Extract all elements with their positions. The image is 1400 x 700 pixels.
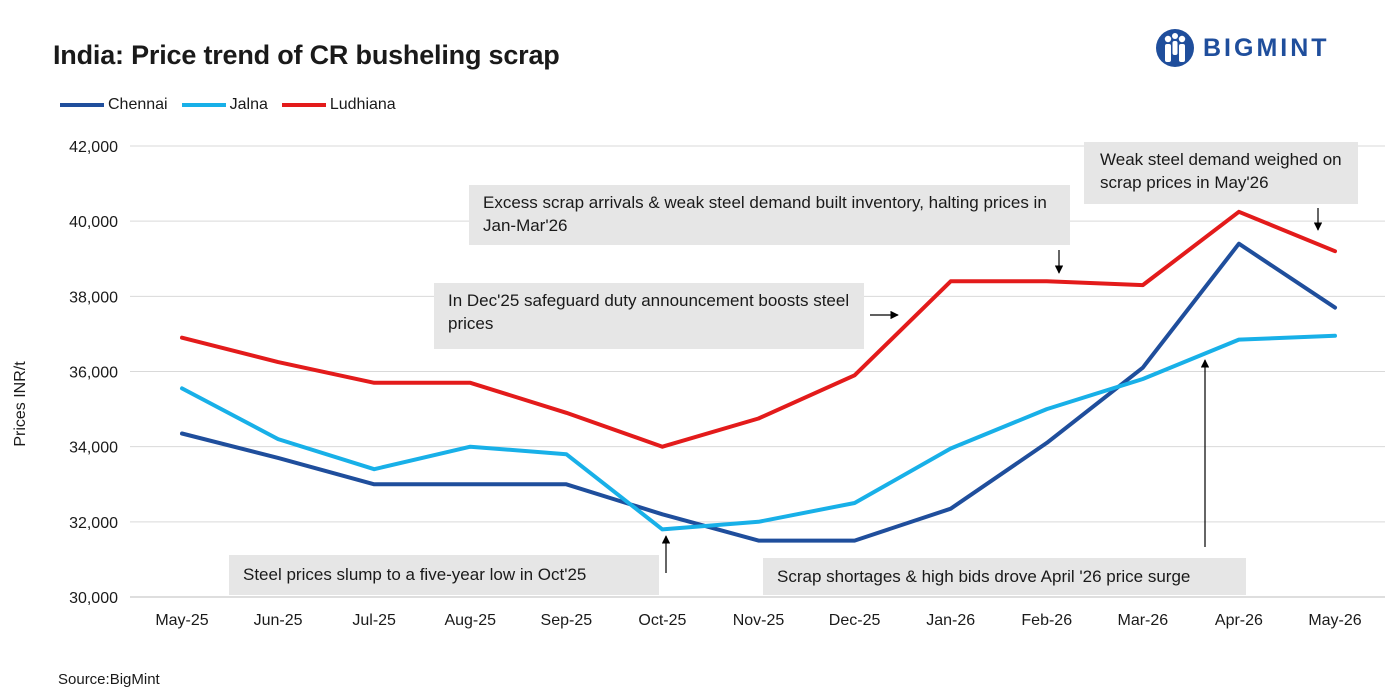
x-tick-label: May-25 [155, 612, 208, 629]
x-tick-label: Aug-25 [444, 612, 496, 629]
x-tick-label: Feb-26 [1021, 612, 1072, 629]
annotation-may26: Weak steel demand weighed on scrap price… [1084, 142, 1358, 204]
y-tick-label: 42,000 [69, 139, 118, 156]
y-tick-label: 40,000 [69, 214, 118, 231]
annotation-oct25: Steel prices slump to a five-year low in… [229, 555, 659, 595]
legend-label-jalna: Jalna [229, 96, 268, 113]
y-tick-label: 34,000 [69, 440, 118, 457]
y-tick-label: 32,000 [69, 515, 118, 532]
y-tick-label: 36,000 [69, 365, 118, 382]
legend-item-ludhiana: Ludhiana [281, 96, 396, 114]
x-tick-label: Sep-25 [541, 612, 593, 629]
series-line-jalna [180, 333, 1337, 532]
x-tick-label: Jul-25 [352, 612, 396, 629]
brand-name: BIGMINT [1203, 34, 1330, 62]
legend-item-jalna: Jalna [181, 96, 268, 114]
brand-logo: BIGMINT [1155, 28, 1377, 68]
y-tick-label: 30,000 [69, 590, 118, 607]
source-note: Source:BigMint [58, 671, 160, 688]
x-tick-label: Mar-26 [1117, 612, 1168, 629]
series-line-chennai [180, 241, 1337, 543]
x-tick-label: Oct-25 [638, 612, 686, 629]
legend: Chennai Jalna Ludhiana [60, 96, 410, 114]
x-tick-label: Apr-26 [1215, 612, 1263, 629]
legend-label-ludhiana: Ludhiana [329, 96, 396, 113]
x-tick-label: Jan-26 [926, 612, 975, 629]
x-tick-label: Dec-25 [829, 612, 881, 629]
legend-swatch-ludhiana [281, 103, 326, 107]
chart-title: India: Price trend of CR busheling scrap [53, 40, 560, 70]
annotation-apr26: Scrap shortages & high bids drove April … [763, 558, 1246, 595]
people-group-icon [1156, 29, 1194, 67]
y-tick-label: 38,000 [69, 289, 118, 306]
annotation-safeguard: In Dec'25 safeguard duty announcement bo… [434, 283, 864, 349]
series-line-ludhiana [180, 209, 1337, 449]
x-tick-label: May-26 [1308, 612, 1361, 629]
annotation-inventory: Excess scrap arrivals & weak steel deman… [469, 185, 1070, 245]
x-tick-label: Jun-25 [254, 612, 303, 629]
legend-swatch-chennai [60, 103, 104, 107]
legend-swatch-jalna [181, 103, 226, 107]
legend-item-chennai: Chennai [60, 96, 168, 114]
legend-label-chennai: Chennai [108, 96, 168, 113]
x-tick-label: Nov-25 [733, 612, 785, 629]
